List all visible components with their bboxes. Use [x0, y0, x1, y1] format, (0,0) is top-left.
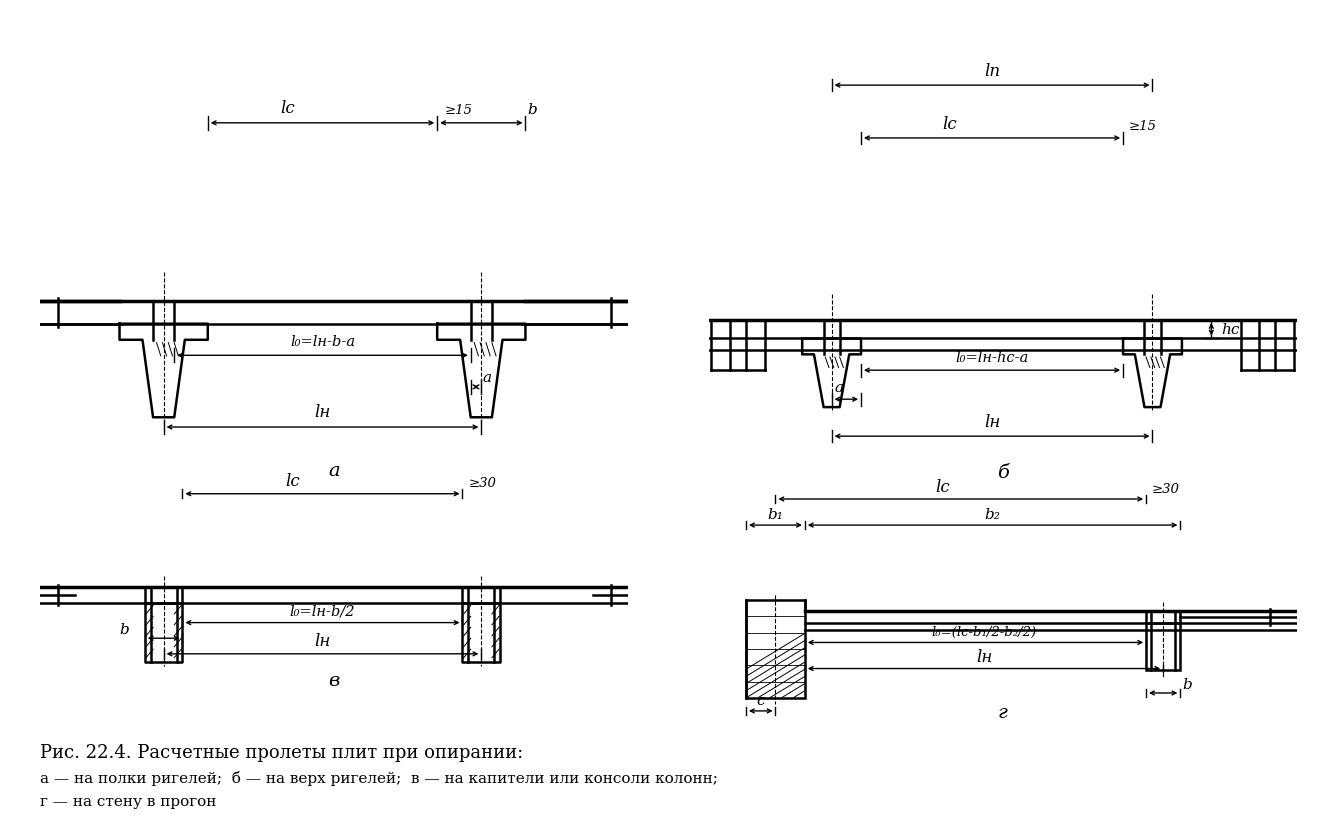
Text: ≥15: ≥15: [1128, 120, 1157, 133]
Text: ≥30: ≥30: [1151, 482, 1179, 495]
Text: lс: lс: [936, 478, 949, 495]
Text: г: г: [997, 703, 1008, 721]
Text: ≥15: ≥15: [444, 104, 472, 117]
Text: б: б: [997, 464, 1008, 482]
Text: l₀=lн-hс-a: l₀=lн-hс-a: [956, 351, 1028, 364]
Bar: [1146, 623, 1181, 670]
Text: a: a: [834, 381, 844, 395]
Text: b₂: b₂: [984, 508, 1000, 522]
Text: lс: lс: [279, 100, 294, 117]
Text: lс: lс: [943, 115, 956, 133]
Bar: [746, 600, 805, 698]
Text: b: b: [119, 622, 130, 636]
Text: Рис. 22.4. Расчетные пролеты плит при опирании:: Рис. 22.4. Расчетные пролеты плит при оп…: [40, 743, 523, 761]
Text: b: b: [528, 103, 537, 117]
Text: lн: lн: [314, 632, 330, 649]
Text: a: a: [329, 461, 340, 479]
Text: lс: lс: [286, 473, 301, 490]
Text: a — на полки ригелей;  б — на верх ригелей;  в — на капители или консоли колонн;: a — на полки ригелей; б — на верх ригеле…: [40, 770, 718, 785]
Text: a: a: [483, 370, 492, 384]
Text: в: в: [329, 671, 340, 689]
Text: b: b: [1182, 677, 1191, 691]
Text: l₀=(lс-b₁/2-b₂/2): l₀=(lс-b₁/2-b₂/2): [932, 626, 1036, 639]
Text: l₀=lн-b-a: l₀=lн-b-a: [290, 335, 356, 349]
Text: ≥30: ≥30: [468, 477, 496, 490]
Text: lн: lн: [984, 414, 1000, 430]
Text: lн: lн: [314, 404, 330, 421]
Text: г — на стену в прогон: г — на стену в прогон: [40, 794, 217, 808]
Text: lн: lн: [976, 648, 992, 665]
Text: hс: hс: [1221, 323, 1239, 337]
Text: c: c: [757, 693, 765, 707]
Text: l₀=lн-b/2: l₀=lн-b/2: [290, 604, 356, 618]
Text: lп: lп: [984, 63, 1000, 79]
Text: b₁: b₁: [767, 508, 783, 522]
